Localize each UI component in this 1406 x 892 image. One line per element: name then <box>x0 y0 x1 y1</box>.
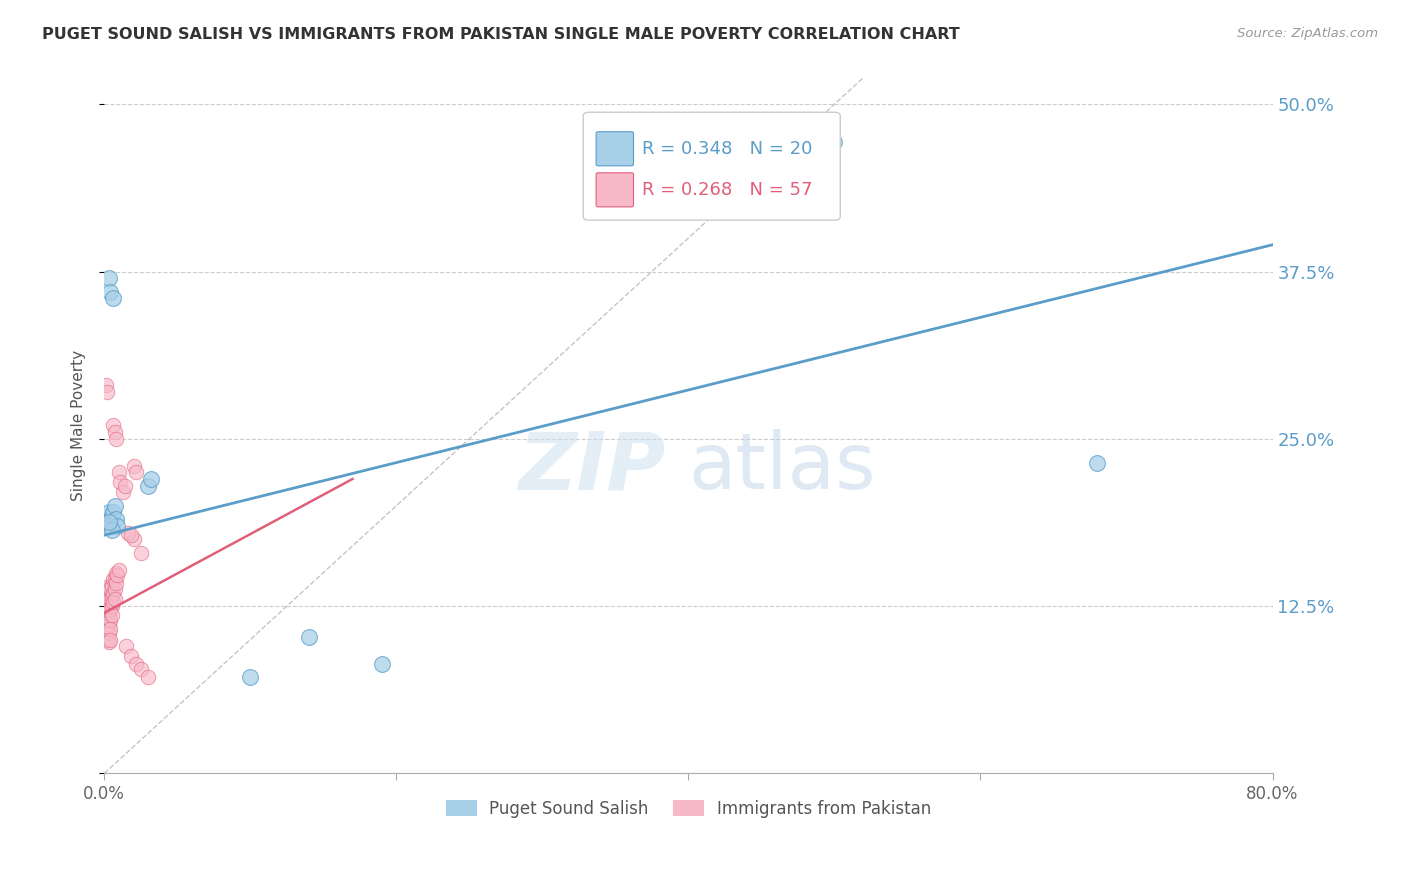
Point <box>98 603 121 617</box>
Point <box>107 518 129 533</box>
Point <box>125 465 148 479</box>
Point <box>98 512 121 526</box>
Point <box>103 573 125 587</box>
Point <box>96 603 118 617</box>
Point <box>371 657 394 671</box>
Point <box>100 608 122 623</box>
Point <box>97 626 120 640</box>
Point <box>107 568 129 582</box>
Point <box>298 630 321 644</box>
Point <box>94 595 117 609</box>
Point <box>96 384 118 399</box>
Point <box>98 632 121 647</box>
Point <box>97 608 120 623</box>
Point <box>120 528 142 542</box>
Point <box>117 525 139 540</box>
Point <box>101 418 124 433</box>
Point <box>108 563 131 577</box>
Point <box>101 291 124 305</box>
Point <box>98 518 121 533</box>
Text: Source: ZipAtlas.com: Source: ZipAtlas.com <box>1237 27 1378 40</box>
Point <box>97 515 120 529</box>
Point <box>98 613 121 627</box>
Point <box>136 670 159 684</box>
Point <box>103 499 125 513</box>
Point <box>239 670 262 684</box>
Point <box>104 566 127 580</box>
Point <box>104 512 127 526</box>
Point <box>114 478 136 492</box>
Point <box>96 632 118 647</box>
Point <box>122 458 145 473</box>
Point <box>97 616 120 631</box>
Point <box>97 590 120 604</box>
Point <box>97 579 120 593</box>
Text: atlas: atlas <box>689 429 876 505</box>
Point <box>115 640 138 654</box>
Point <box>103 582 125 596</box>
Point <box>103 425 125 439</box>
Point <box>94 378 117 392</box>
Legend: Puget Sound Salish, Immigrants from Pakistan: Puget Sound Salish, Immigrants from Paki… <box>439 793 938 824</box>
Point <box>96 613 118 627</box>
Text: R = 0.348   N = 20: R = 0.348 N = 20 <box>641 140 813 158</box>
Point <box>94 606 117 620</box>
Point <box>110 475 132 489</box>
Point <box>122 532 145 546</box>
Point <box>108 465 131 479</box>
Point <box>101 573 124 587</box>
Point <box>96 592 118 607</box>
FancyBboxPatch shape <box>583 112 841 220</box>
Point <box>98 592 121 607</box>
Text: ZIP: ZIP <box>517 428 665 506</box>
Point <box>96 622 118 636</box>
Point <box>101 586 124 600</box>
Text: R = 0.268   N = 57: R = 0.268 N = 57 <box>641 181 813 199</box>
Point <box>101 505 124 519</box>
Point <box>98 582 121 596</box>
Point <box>104 432 127 446</box>
Point <box>94 586 117 600</box>
Point <box>100 509 122 524</box>
Point <box>823 135 845 149</box>
Point <box>97 271 120 285</box>
Point <box>97 505 120 519</box>
Point <box>97 599 120 614</box>
Point <box>129 545 152 559</box>
Point <box>125 657 148 671</box>
Point <box>100 590 122 604</box>
Point <box>112 485 135 500</box>
Point <box>97 635 120 649</box>
Point <box>101 595 124 609</box>
Point <box>100 523 122 537</box>
Point <box>104 576 127 591</box>
Point <box>1085 456 1108 470</box>
Point <box>103 592 125 607</box>
Point <box>96 582 118 596</box>
Y-axis label: Single Male Poverty: Single Male Poverty <box>72 350 86 501</box>
FancyBboxPatch shape <box>596 132 634 166</box>
Point <box>139 472 162 486</box>
Point <box>94 613 117 627</box>
Point <box>98 622 121 636</box>
Point <box>100 579 122 593</box>
FancyBboxPatch shape <box>596 173 634 207</box>
Point <box>136 478 159 492</box>
Point <box>98 285 121 299</box>
Text: PUGET SOUND SALISH VS IMMIGRANTS FROM PAKISTAN SINGLE MALE POVERTY CORRELATION C: PUGET SOUND SALISH VS IMMIGRANTS FROM PA… <box>42 27 960 42</box>
Point <box>120 648 142 663</box>
Point <box>100 599 122 614</box>
Point <box>129 662 152 676</box>
